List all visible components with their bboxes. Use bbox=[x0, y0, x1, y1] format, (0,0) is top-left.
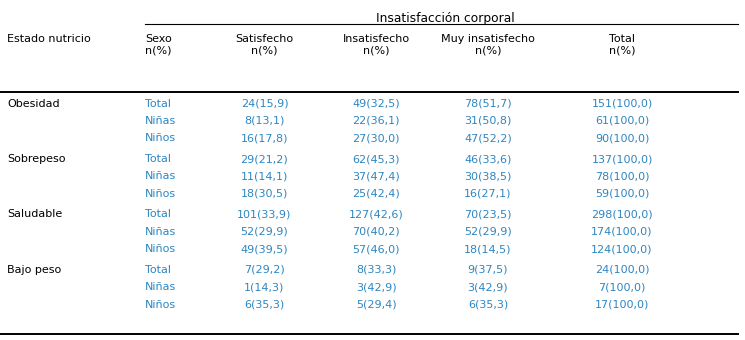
Text: Niñas: Niñas bbox=[145, 282, 177, 292]
Text: Obesidad: Obesidad bbox=[7, 99, 60, 108]
Text: 46(33,6): 46(33,6) bbox=[464, 154, 512, 164]
Text: 151(100,0): 151(100,0) bbox=[592, 99, 653, 108]
Text: 24(100,0): 24(100,0) bbox=[595, 265, 650, 275]
Text: 16(27,1): 16(27,1) bbox=[464, 189, 512, 199]
Text: 31(50,8): 31(50,8) bbox=[464, 116, 512, 126]
Text: 30(38,5): 30(38,5) bbox=[464, 171, 512, 181]
Text: Niños: Niños bbox=[145, 189, 177, 199]
Text: 78(100,0): 78(100,0) bbox=[595, 171, 650, 181]
Text: 70(23,5): 70(23,5) bbox=[464, 209, 512, 219]
Text: Niños: Niños bbox=[145, 300, 177, 309]
Text: 29(21,2): 29(21,2) bbox=[241, 154, 288, 164]
Text: 52(29,9): 52(29,9) bbox=[464, 227, 512, 237]
Text: 9(37,5): 9(37,5) bbox=[468, 265, 508, 275]
Text: Insatisfacción corporal: Insatisfacción corporal bbox=[375, 12, 515, 25]
Text: 3(42,9): 3(42,9) bbox=[468, 282, 508, 292]
Text: 5(29,4): 5(29,4) bbox=[356, 300, 396, 309]
Text: 1(14,3): 1(14,3) bbox=[244, 282, 285, 292]
Text: 52(29,9): 52(29,9) bbox=[241, 227, 288, 237]
Text: Total: Total bbox=[145, 99, 171, 108]
Text: 8(13,1): 8(13,1) bbox=[244, 116, 285, 126]
Text: 37(47,4): 37(47,4) bbox=[352, 171, 400, 181]
Text: 17(100,0): 17(100,0) bbox=[595, 300, 649, 309]
Text: Total: Total bbox=[145, 265, 171, 275]
Text: Total
n(%): Total n(%) bbox=[609, 34, 635, 56]
Text: Niños: Niños bbox=[145, 244, 177, 254]
Text: 11(14,1): 11(14,1) bbox=[241, 171, 288, 181]
Text: 22(36,1): 22(36,1) bbox=[352, 116, 400, 126]
Text: 8(33,3): 8(33,3) bbox=[356, 265, 396, 275]
Text: 18(30,5): 18(30,5) bbox=[241, 189, 288, 199]
Text: 7(29,2): 7(29,2) bbox=[244, 265, 285, 275]
Text: Total: Total bbox=[145, 154, 171, 164]
Text: 49(32,5): 49(32,5) bbox=[352, 99, 400, 108]
Text: 70(40,2): 70(40,2) bbox=[352, 227, 400, 237]
Text: Insatisfecho
n(%): Insatisfecho n(%) bbox=[343, 34, 410, 56]
Text: Niñas: Niñas bbox=[145, 116, 177, 126]
Text: 298(100,0): 298(100,0) bbox=[592, 209, 653, 219]
Text: Niñas: Niñas bbox=[145, 171, 177, 181]
Text: Muy insatisfecho
n(%): Muy insatisfecho n(%) bbox=[441, 34, 535, 56]
Text: 27(30,0): 27(30,0) bbox=[352, 133, 400, 143]
Text: 25(42,4): 25(42,4) bbox=[352, 189, 400, 199]
Text: 16(17,8): 16(17,8) bbox=[241, 133, 288, 143]
Text: Saludable: Saludable bbox=[7, 209, 63, 219]
Text: 7(100,0): 7(100,0) bbox=[598, 282, 646, 292]
Text: 78(51,7): 78(51,7) bbox=[464, 99, 512, 108]
Text: Sobrepeso: Sobrepeso bbox=[7, 154, 66, 164]
Text: 24(15,9): 24(15,9) bbox=[241, 99, 288, 108]
Text: Satisfecho
n(%): Satisfecho n(%) bbox=[235, 34, 294, 56]
Text: 3(42,9): 3(42,9) bbox=[356, 282, 396, 292]
Text: 137(100,0): 137(100,0) bbox=[592, 154, 653, 164]
Text: 62(45,3): 62(45,3) bbox=[352, 154, 400, 164]
Text: Niños: Niños bbox=[145, 133, 177, 143]
Text: 61(100,0): 61(100,0) bbox=[595, 116, 649, 126]
Text: 127(42,6): 127(42,6) bbox=[349, 209, 404, 219]
Text: Total: Total bbox=[145, 209, 171, 219]
Text: Bajo peso: Bajo peso bbox=[7, 265, 62, 275]
Text: Sexo
n(%): Sexo n(%) bbox=[145, 34, 172, 56]
Text: 47(52,2): 47(52,2) bbox=[464, 133, 512, 143]
Text: 90(100,0): 90(100,0) bbox=[595, 133, 649, 143]
Text: Niñas: Niñas bbox=[145, 227, 177, 237]
Text: 6(35,3): 6(35,3) bbox=[244, 300, 285, 309]
Text: 174(100,0): 174(100,0) bbox=[592, 227, 653, 237]
Text: 49(39,5): 49(39,5) bbox=[241, 244, 288, 254]
Text: 57(46,0): 57(46,0) bbox=[352, 244, 400, 254]
Text: 59(100,0): 59(100,0) bbox=[595, 189, 649, 199]
Text: 124(100,0): 124(100,0) bbox=[592, 244, 653, 254]
Text: 101(33,9): 101(33,9) bbox=[238, 209, 291, 219]
Text: 18(14,5): 18(14,5) bbox=[464, 244, 512, 254]
Text: Estado nutricio: Estado nutricio bbox=[7, 34, 91, 44]
Text: 6(35,3): 6(35,3) bbox=[468, 300, 508, 309]
